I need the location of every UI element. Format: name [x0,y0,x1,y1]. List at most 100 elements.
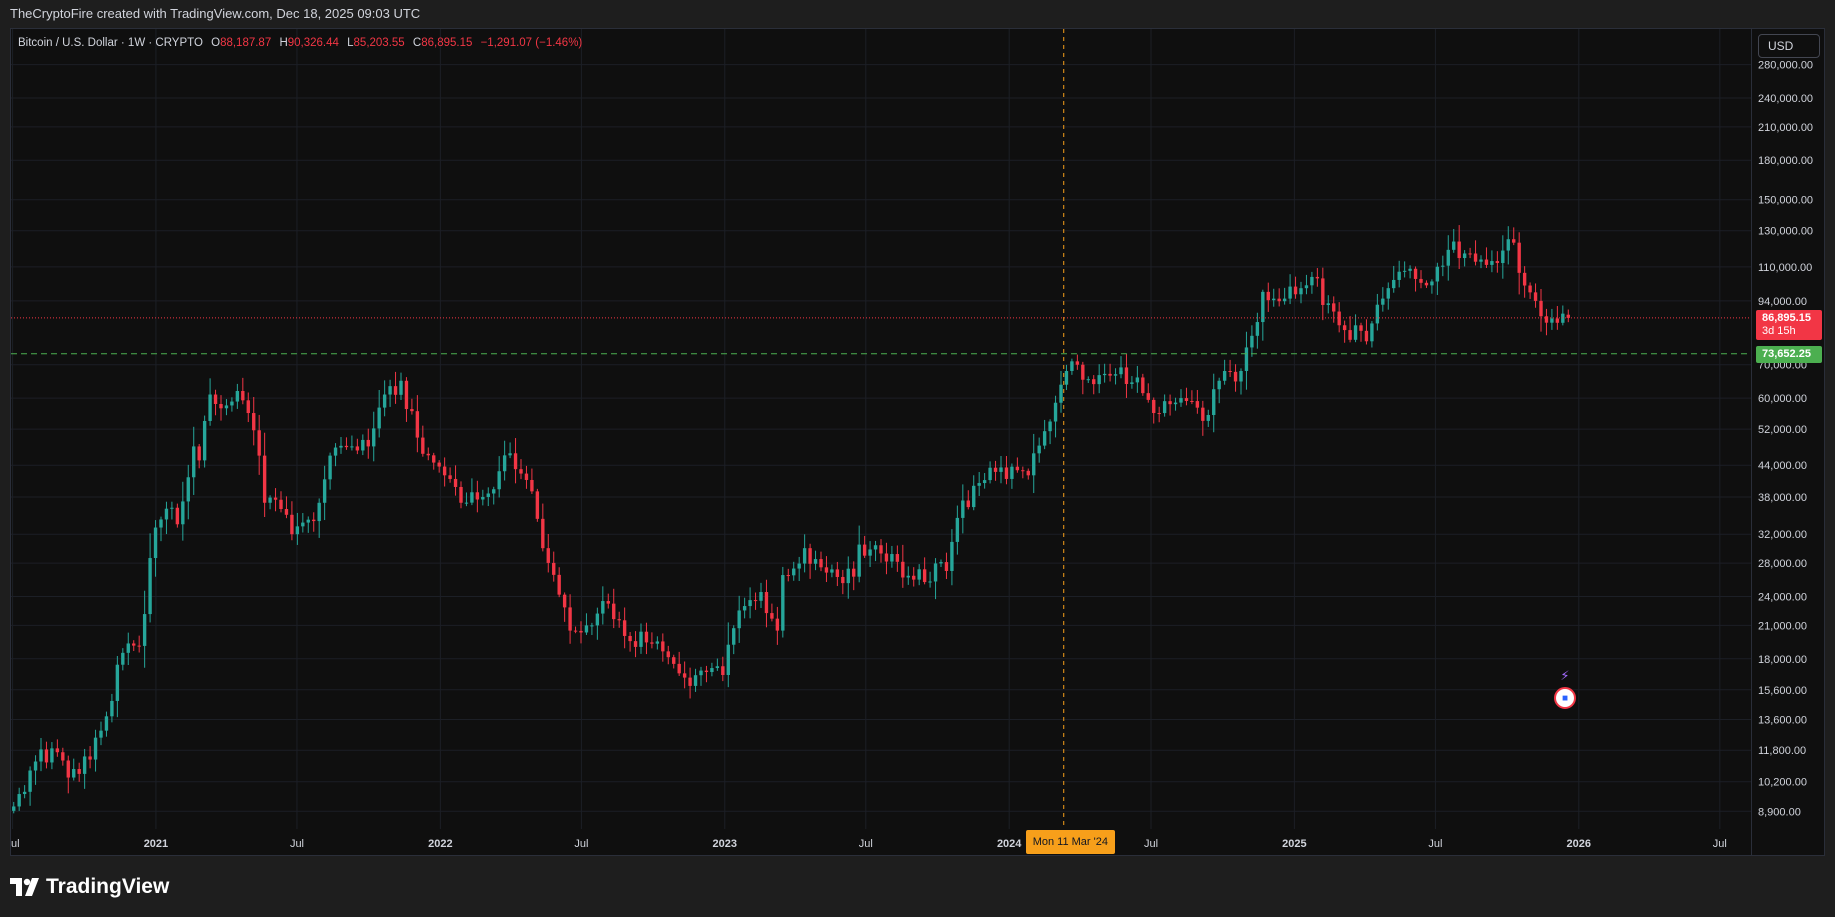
candle-body [1424,282,1429,286]
candle-body [813,559,818,564]
candle-body [1021,470,1025,472]
candle-body [492,489,496,494]
candle-body [1168,401,1172,405]
candle-body [126,643,130,653]
candle-body [1397,271,1401,280]
candle-body [1419,278,1423,283]
candle-body [1402,270,1407,272]
x-tick-label: 2021 [144,838,168,850]
candle-body [710,668,714,673]
candle-body [982,480,987,484]
candle-body [797,563,801,569]
open-value: 88,187.87 [220,37,272,49]
candle-body [933,563,938,582]
candle-body [1332,303,1336,312]
price-chart[interactable]: 8,900.00 10,200.00 11,800.00 13,600.00 15,60… [11,29,1824,855]
candle-body [1190,401,1194,403]
y-tick-label: 44,000.00 [1758,460,1807,472]
candle-body [1010,466,1014,479]
candle-body [153,527,158,559]
candle-body [1299,288,1303,295]
candle-body [1173,402,1178,405]
candle-body [50,748,54,763]
candle-body [208,394,212,421]
candle-body [246,400,250,414]
candle-body [77,769,81,774]
candle-body [426,453,430,456]
x-tick-label: Jul [11,838,20,850]
candle-body [432,455,436,463]
candle-body [72,769,76,778]
x-tick-label: Jul [859,838,873,850]
candle-body [781,575,785,631]
candle-body [535,491,540,519]
currency-button[interactable]: USD [1758,34,1820,58]
candle-body [1266,291,1270,301]
chart-pane[interactable]: 8,900.00 10,200.00 11,800.00 13,600.00 15,60… [10,28,1825,856]
candle-body [895,554,900,562]
candle-body [622,620,627,636]
candle-body [142,614,147,646]
candle-body [1288,286,1292,299]
candle-body [1457,241,1461,259]
candle-body [961,500,965,518]
candle-body [562,594,567,608]
candle-body [322,479,327,503]
candle-body [939,562,943,564]
candle-body [704,670,709,673]
candle-body [421,437,425,454]
y-tick-label: 24,000.00 [1758,591,1807,603]
candle-body [830,569,834,573]
level-price-value: 73,652.25 [1762,347,1811,360]
candle-body [1261,291,1265,323]
candle-body [1386,288,1390,299]
tradingview-logo[interactable]: TradingView [10,872,169,902]
candle-body [1364,330,1369,342]
candle-body [1239,370,1243,382]
candle-body [355,446,360,451]
candle-body [464,502,469,504]
candle-body [339,445,343,448]
candle-body [17,794,21,807]
candle-body [1353,325,1358,340]
candle-countdown: 3d 15h [1762,324,1796,337]
candle-body [1342,325,1347,331]
candle-body [28,770,32,792]
tradingview-wordmark: TradingView [46,875,170,898]
candle-body [448,475,452,479]
candle-body [1070,361,1074,371]
candle-body [93,737,98,760]
candle-body [393,386,398,395]
candle-body [737,610,741,629]
candle-body [404,380,409,410]
candle-body [808,548,812,564]
candle-body [273,497,278,500]
candle-body [1064,370,1069,385]
lightning-event-icon[interactable]: ⚡ [1560,668,1570,683]
x-tick-label: Jul [574,838,588,850]
candle-body [410,409,414,412]
candle-body [115,664,120,701]
candle-body [1032,453,1036,476]
candle-body [1441,265,1445,267]
candle-body [1381,298,1385,305]
candle-body [66,760,70,778]
symbol-description[interactable]: Bitcoin / U.S. Dollar · 1W · CRYPTO [18,37,203,49]
candle-body [1042,431,1047,446]
y-tick-label: 18,000.00 [1758,654,1807,666]
candle-body [1244,347,1249,371]
y-tick-label: 150,000.00 [1758,195,1813,207]
candle-body [453,478,458,487]
candle-body [519,469,523,474]
candle-body [1206,415,1210,421]
candle-body [1370,323,1374,342]
candle-body [1484,259,1489,265]
candle-body [33,761,38,771]
y-tick-label: 52,000.00 [1758,424,1807,436]
candle-body [186,477,190,502]
candle-body [181,501,185,525]
candle-body [1141,377,1145,394]
candle-body [1539,300,1543,317]
candle-body [852,568,856,577]
us-flag-event-icon[interactable]: ■ [1554,687,1576,709]
